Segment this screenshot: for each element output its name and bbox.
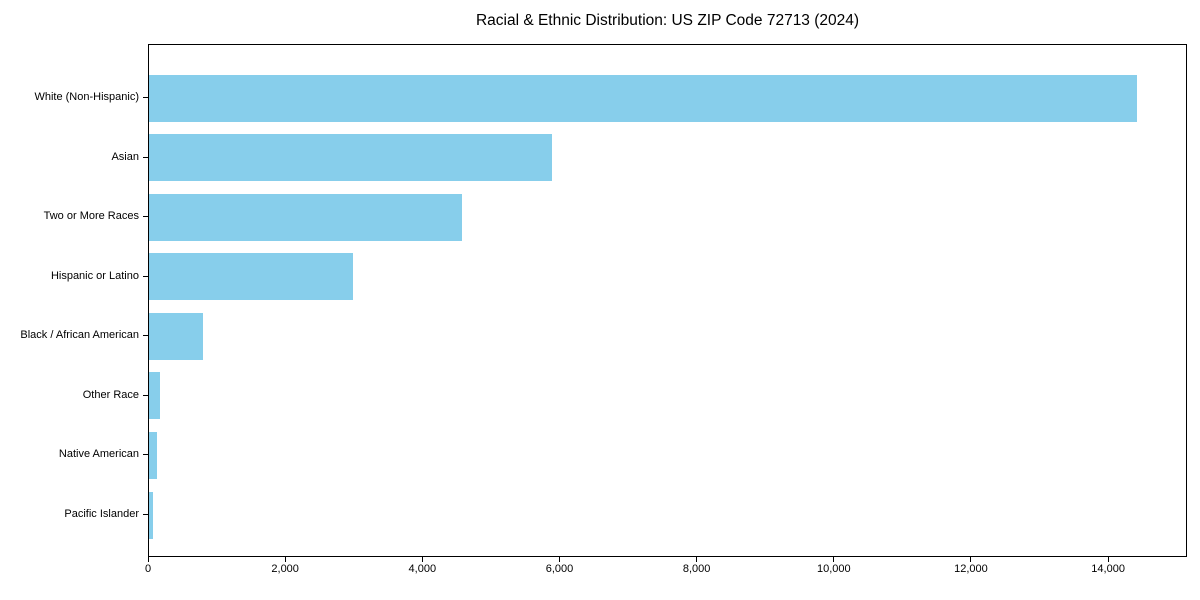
y-axis-tick-label: Two or More Races	[43, 210, 139, 223]
y-axis-tick-label: White (Non-Hispanic)	[34, 91, 139, 103]
y-axis-tick-label: Other Race	[82, 388, 139, 401]
y-axis-tick-mark	[143, 97, 148, 98]
bar-asian	[149, 134, 553, 182]
bar-native-american	[149, 431, 158, 479]
bar-pacific-islander	[149, 491, 154, 539]
x-axis-tick-label: 0	[144, 563, 152, 575]
bar-two-or-more-races	[149, 193, 463, 241]
y-axis-tick-mark	[143, 156, 148, 158]
plot-area	[148, 44, 1187, 557]
x-axis-tick-mark	[421, 557, 423, 562]
bar-other-race	[149, 372, 160, 420]
x-axis-tick-mark	[284, 557, 286, 562]
x-axis-tick-mark	[1107, 557, 1109, 562]
x-axis-tick-label: 12,000	[954, 563, 988, 575]
y-axis-tick-mark	[143, 394, 148, 396]
y-axis-tick-label: Native American	[58, 448, 139, 461]
y-axis-tick-mark	[143, 335, 148, 337]
x-axis-tick-label: 6,000	[545, 563, 574, 575]
bar-hispanic-or-latino	[149, 253, 353, 301]
bar-black-african-american	[149, 312, 204, 360]
x-axis-tick-mark	[696, 557, 698, 562]
y-axis-tick-mark	[143, 275, 148, 277]
bar-white-non-hispanic	[149, 74, 1137, 122]
x-axis-tick-label: 10,000	[816, 563, 851, 575]
y-axis-tick-label: Asian	[111, 150, 139, 163]
x-axis-tick-label: 14,000	[1091, 563, 1125, 575]
y-axis-tick-mark	[143, 216, 148, 218]
x-axis-tick-label: 4,000	[408, 563, 437, 575]
y-axis-tick-label: Black / African American	[20, 329, 139, 342]
chart-title: Racial & Ethnic Distribution: US ZIP Cod…	[475, 12, 860, 29]
x-axis-tick-mark	[558, 557, 560, 562]
x-axis-tick-mark	[833, 557, 835, 562]
x-axis-tick-label: 8,000	[682, 563, 711, 575]
y-axis-tick-mark	[143, 514, 148, 515]
x-axis-tick-mark	[147, 557, 149, 562]
x-axis-tick-label: 2,000	[271, 563, 299, 575]
x-axis-tick-mark	[970, 557, 972, 562]
y-axis-tick-label: Pacific Islander	[64, 508, 139, 520]
y-axis-tick-label: Hispanic or Latino	[50, 269, 139, 282]
y-axis-tick-mark	[143, 454, 148, 456]
